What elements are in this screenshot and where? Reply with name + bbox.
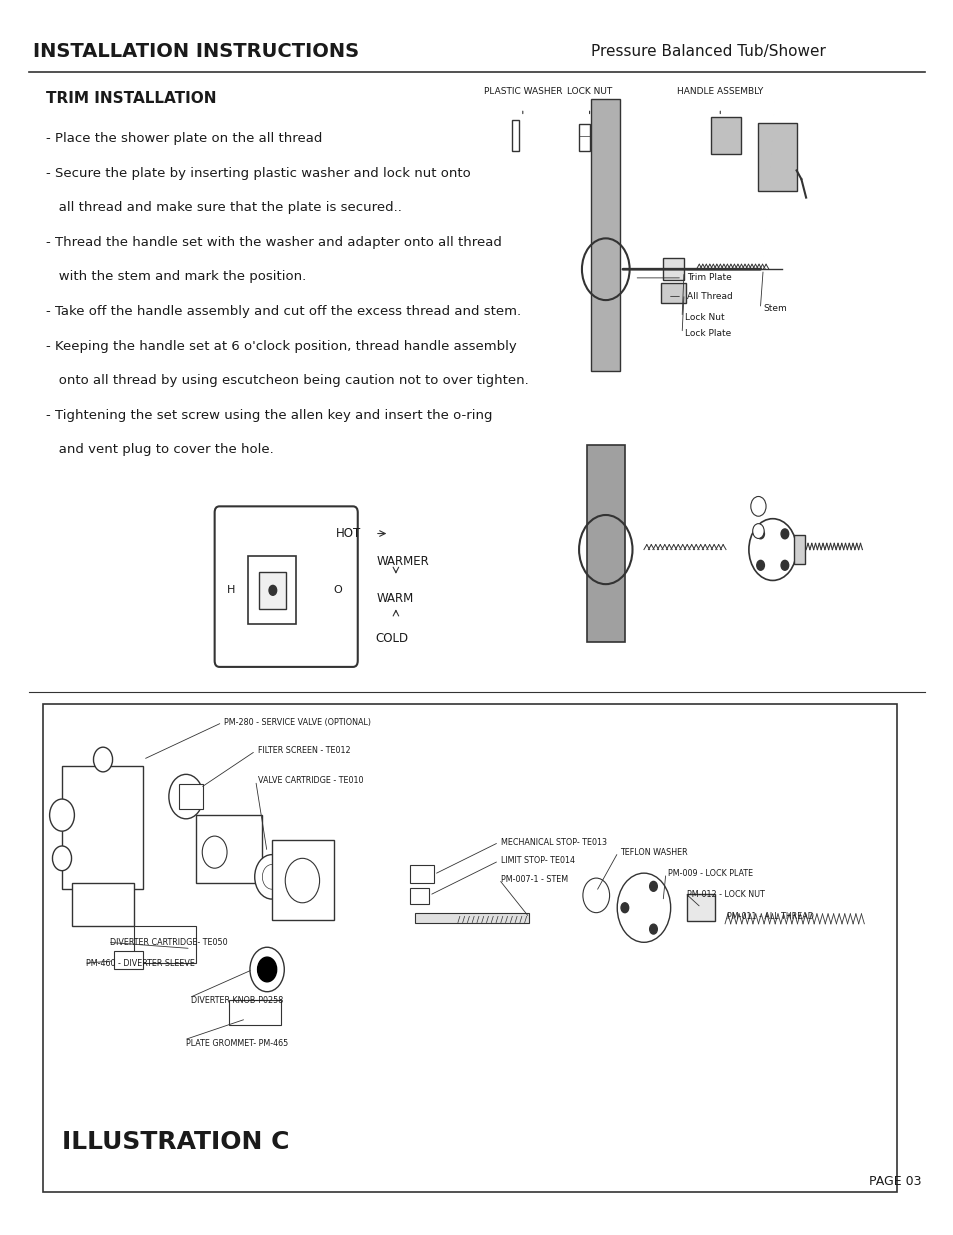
Text: HOT: HOT: [335, 527, 360, 540]
Text: Pressure Balanced Tub/Shower: Pressure Balanced Tub/Shower: [591, 44, 825, 59]
Bar: [43, 704, 896, 1192]
Text: - Take off the handle assembly and cut off the excess thread and stem.: - Take off the handle assembly and cut o…: [46, 305, 520, 319]
Text: Stem: Stem: [762, 304, 786, 314]
Circle shape: [93, 747, 112, 772]
Circle shape: [649, 924, 657, 934]
Text: PM-012 - LOCK NUT: PM-012 - LOCK NUT: [686, 889, 764, 899]
Text: onto all thread by using escutcheon being caution not to over tighten.: onto all thread by using escutcheon bein…: [46, 374, 528, 388]
Bar: [410, 864, 434, 883]
Circle shape: [756, 561, 763, 571]
Text: and vent plug to cover the hole.: and vent plug to cover the hole.: [46, 443, 274, 457]
Circle shape: [250, 947, 284, 992]
Circle shape: [781, 529, 788, 538]
Bar: [195, 815, 262, 883]
Text: HANDLE ASSEMBLY: HANDLE ASSEMBLY: [677, 86, 762, 96]
Text: PLASTIC WASHER: PLASTIC WASHER: [483, 86, 561, 96]
Text: - Secure the plate by inserting plastic washer and lock nut onto: - Secure the plate by inserting plastic …: [46, 167, 470, 180]
Text: Lock Nut: Lock Nut: [684, 312, 724, 322]
Bar: [686, 894, 715, 921]
Circle shape: [756, 529, 763, 538]
Text: PLATE GROMMET- PM-465: PLATE GROMMET- PM-465: [186, 1039, 288, 1049]
Bar: [710, 117, 740, 154]
Bar: [259, 572, 286, 609]
Text: all thread and make sure that the plate is secured..: all thread and make sure that the plate …: [46, 201, 401, 215]
Text: VALVE CARTRIDGE - TE010: VALVE CARTRIDGE - TE010: [257, 776, 363, 785]
Text: WARM: WARM: [376, 593, 414, 605]
Circle shape: [285, 858, 319, 903]
Text: DIVERTER CARTRIDGE- TE050: DIVERTER CARTRIDGE- TE050: [110, 937, 227, 947]
Bar: [229, 1000, 281, 1025]
Bar: [793, 535, 804, 564]
Text: H: H: [227, 585, 234, 595]
Text: PM-011 - ALL THREAD: PM-011 - ALL THREAD: [726, 911, 813, 921]
Bar: [591, 99, 619, 370]
Circle shape: [617, 873, 670, 942]
Bar: [71, 883, 133, 926]
Text: O: O: [333, 585, 342, 595]
Circle shape: [781, 561, 788, 571]
Text: MECHANICAL STOP- TE013: MECHANICAL STOP- TE013: [500, 837, 606, 847]
Bar: [62, 766, 143, 889]
Text: PM-009 - LOCK PLATE: PM-009 - LOCK PLATE: [667, 868, 752, 878]
Text: PM-007-1 - STEM: PM-007-1 - STEM: [500, 874, 567, 884]
Circle shape: [620, 903, 628, 913]
Bar: [586, 445, 624, 642]
Bar: [133, 926, 195, 963]
Circle shape: [752, 524, 763, 538]
Text: INSTALLATION INSTRUCTIONS: INSTALLATION INSTRUCTIONS: [33, 42, 359, 62]
Text: PAGE 03: PAGE 03: [867, 1174, 921, 1188]
Text: FILTER SCREEN - TE012: FILTER SCREEN - TE012: [257, 746, 350, 756]
Text: TEFLON WASHER: TEFLON WASHER: [619, 847, 687, 857]
Bar: [512, 120, 518, 151]
Bar: [758, 124, 796, 191]
Text: Trim Plate: Trim Plate: [686, 273, 731, 283]
Circle shape: [169, 774, 203, 819]
Bar: [662, 258, 683, 280]
Circle shape: [50, 799, 74, 831]
Bar: [179, 784, 203, 809]
Bar: [660, 283, 685, 303]
Text: PM-280 - SERVICE VALVE (OPTIONAL): PM-280 - SERVICE VALVE (OPTIONAL): [224, 718, 371, 727]
Bar: [114, 951, 143, 969]
Bar: [578, 124, 589, 151]
Text: - Place the shower plate on the all thread: - Place the shower plate on the all thre…: [46, 132, 322, 146]
Circle shape: [262, 864, 281, 889]
Text: DIVERTER KNOB-P0258: DIVERTER KNOB-P0258: [191, 995, 283, 1005]
Text: PM-460 - DIVERTER SLEEVE: PM-460 - DIVERTER SLEEVE: [86, 958, 194, 968]
Circle shape: [269, 585, 276, 595]
Text: with the stem and mark the position.: with the stem and mark the position.: [46, 270, 306, 284]
Text: WARMER: WARMER: [376, 556, 429, 568]
Circle shape: [750, 496, 765, 516]
Circle shape: [649, 882, 657, 892]
Text: All Thread: All Thread: [686, 291, 732, 301]
Text: TRIM INSTALLATION: TRIM INSTALLATION: [46, 91, 216, 106]
Circle shape: [202, 836, 227, 868]
Bar: [410, 888, 429, 904]
Bar: [415, 913, 529, 923]
Text: - Thread the handle set with the washer and adapter onto all thread: - Thread the handle set with the washer …: [46, 236, 501, 249]
Text: LIMIT STOP- TE014: LIMIT STOP- TE014: [500, 856, 575, 866]
Text: Lock Plate: Lock Plate: [684, 329, 730, 338]
Text: - Tightening the set screw using the allen key and insert the o-ring: - Tightening the set screw using the all…: [46, 409, 492, 422]
Circle shape: [257, 957, 276, 982]
Text: - Keeping the handle set at 6 o'clock position, thread handle assembly: - Keeping the handle set at 6 o'clock po…: [46, 340, 516, 353]
Text: LOCK NUT: LOCK NUT: [566, 86, 612, 96]
Circle shape: [254, 855, 289, 899]
FancyBboxPatch shape: [214, 506, 357, 667]
Circle shape: [582, 878, 609, 913]
Text: ILLUSTRATION C: ILLUSTRATION C: [62, 1130, 289, 1155]
Text: COLD: COLD: [375, 632, 408, 645]
Circle shape: [52, 846, 71, 871]
Bar: [272, 840, 334, 920]
Bar: [248, 556, 295, 624]
